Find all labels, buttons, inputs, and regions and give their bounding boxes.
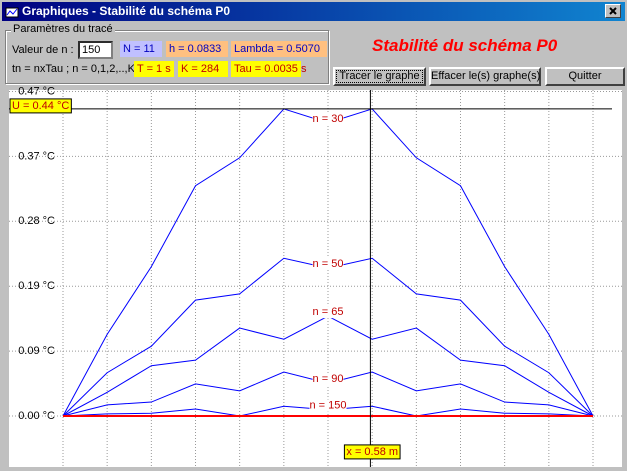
clear-button[interactable]: Effacer le(s) graphe(s)	[429, 67, 541, 86]
series-label-bg	[309, 399, 347, 412]
k-info: K = 284	[178, 61, 228, 77]
series-label: n = 50	[313, 258, 344, 270]
cursor-y-label: U = 0.44 °C	[12, 100, 69, 112]
series-label-bg	[312, 373, 344, 386]
series-label: n = 65	[313, 306, 344, 318]
plot-button[interactable]: Tracer le graphe	[333, 67, 426, 86]
quit-button[interactable]: Quitter	[545, 67, 625, 86]
series-label-bg	[312, 257, 344, 270]
group-title: Paramètres du tracé	[11, 23, 115, 35]
tn-info: tn = nxTau ; n = 0,1,2,..,K	[12, 63, 135, 75]
n-input[interactable]: 150	[78, 41, 113, 59]
title-bar: Graphiques - Stabilité du schéma P0	[2, 2, 625, 21]
series-label: n = 30	[313, 113, 344, 125]
group-box	[5, 30, 329, 84]
n-info: N = 11	[120, 41, 162, 57]
cursor-x-label-bg	[343, 444, 401, 460]
tau-info: Tau = 0.0035 s	[231, 61, 306, 77]
heading: Stabilité du schéma P0	[372, 36, 558, 55]
series-label-bg	[312, 112, 344, 125]
lambda-info: Lambda = 0.5070	[231, 41, 327, 57]
series-label: n = 150	[309, 400, 346, 412]
n-label: Valeur de n :	[12, 44, 74, 56]
cursor-x-label: x = 0.58 m	[346, 446, 398, 458]
t-info: T = 1 s	[134, 61, 174, 77]
cursor-y-label-bg	[9, 98, 72, 114]
h-info: h = 0.0833	[166, 41, 228, 57]
series-label-bg	[312, 306, 344, 319]
series-label: n = 90	[313, 373, 344, 385]
close-button[interactable]	[605, 4, 621, 18]
app-icon	[5, 7, 19, 18]
